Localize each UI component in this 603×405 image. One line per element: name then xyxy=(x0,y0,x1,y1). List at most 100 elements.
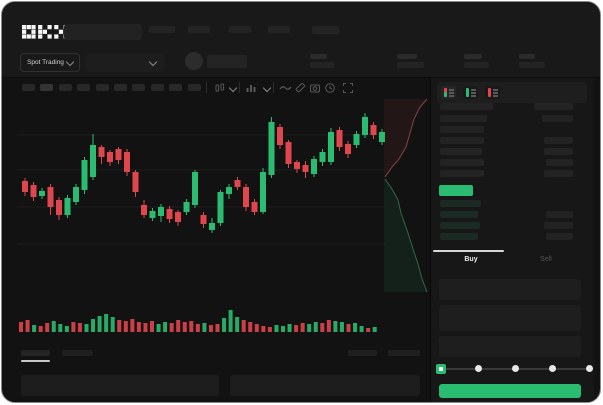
tab-sell[interactable]: Sell xyxy=(540,256,552,263)
book-view-asks-icon[interactable] xyxy=(485,86,500,99)
nav-item-1[interactable] xyxy=(149,26,175,33)
line xyxy=(449,95,454,97)
book-view-bids-icon[interactable] xyxy=(463,86,478,99)
slider-stop-0[interactable] xyxy=(436,364,446,374)
bottom-tab-1[interactable] xyxy=(21,350,50,356)
divider xyxy=(273,82,274,93)
camera-icon[interactable] xyxy=(309,82,321,94)
orders-panel-placeholder-2 xyxy=(230,375,420,396)
line xyxy=(471,92,476,94)
ask-row-amount xyxy=(546,159,573,166)
bid-row-price[interactable] xyxy=(440,233,478,240)
line xyxy=(493,95,498,97)
book-col-header-amount xyxy=(534,103,573,110)
interval-button[interactable] xyxy=(114,84,127,91)
line-chart-icon[interactable] xyxy=(279,82,292,94)
search-input[interactable] xyxy=(64,24,142,40)
fullscreen-icon[interactable] xyxy=(342,82,354,94)
ask-row-price[interactable] xyxy=(440,159,484,166)
candlestick-chart[interactable] xyxy=(17,100,385,294)
chevron-down-icon xyxy=(65,57,75,66)
buy-button[interactable] xyxy=(439,384,581,398)
divider xyxy=(206,82,207,93)
chart-toolbar xyxy=(2,78,429,100)
market-type-label: Spot Trading xyxy=(27,59,64,66)
stat-value-2 xyxy=(397,62,424,68)
last-price-highlight[interactable] xyxy=(439,185,473,196)
stat-label-3 xyxy=(464,54,482,59)
stat-label-1 xyxy=(310,54,327,59)
bottom-tab-right-1[interactable] xyxy=(348,350,377,356)
slider-stop-75[interactable] xyxy=(548,365,556,372)
bid-row-price[interactable] xyxy=(440,200,481,207)
ask-row-price[interactable] xyxy=(440,126,484,133)
ask-row-amount xyxy=(542,115,573,122)
bottom-tab-2[interactable] xyxy=(62,350,93,356)
line xyxy=(471,89,476,91)
interval-button[interactable] xyxy=(40,84,54,91)
nav-item-4[interactable] xyxy=(268,26,290,33)
red-green-bar xyxy=(444,88,447,97)
bid-row-amount xyxy=(546,233,573,240)
red-bar xyxy=(488,88,491,97)
order-book-view-modes xyxy=(437,82,587,103)
tab-buy[interactable]: Buy xyxy=(464,256,478,263)
stat-value-4 xyxy=(519,62,545,68)
okx-logo[interactable] xyxy=(22,25,66,39)
depth-sidebar[interactable] xyxy=(384,99,430,293)
volume-bars xyxy=(19,310,377,332)
slider-stop-50[interactable] xyxy=(511,365,519,372)
interval-button[interactable] xyxy=(58,84,72,91)
stat-value-3 xyxy=(464,62,489,68)
candle-style-icon[interactable] xyxy=(214,82,226,94)
ask-row-amount xyxy=(544,170,573,177)
line xyxy=(493,89,498,91)
ask-row-amount xyxy=(544,148,573,155)
clock-icon[interactable] xyxy=(324,82,336,94)
nav-item-5[interactable] xyxy=(312,26,339,34)
interval-button[interactable] xyxy=(187,84,201,91)
ask-row-price[interactable] xyxy=(440,148,482,155)
interval-button[interactable] xyxy=(150,84,164,91)
line xyxy=(471,95,476,97)
interval-button[interactable] xyxy=(22,84,35,91)
bid-row-price[interactable] xyxy=(440,222,480,229)
book-col-header-price xyxy=(440,103,493,110)
interval-button[interactable] xyxy=(132,84,146,91)
market-type-selector[interactable]: Spot Trading xyxy=(20,53,80,72)
stat-label-4 xyxy=(519,54,535,59)
bottom-tab-right-2[interactable] xyxy=(388,350,420,356)
interval-button[interactable] xyxy=(95,84,109,91)
nav-item-3[interactable] xyxy=(229,26,251,33)
interval-button[interactable] xyxy=(77,84,91,91)
ask-row-price[interactable] xyxy=(440,115,487,122)
indicators-icon[interactable] xyxy=(245,82,257,94)
chevron-down-icon[interactable] xyxy=(228,83,238,93)
line xyxy=(493,92,498,94)
pair-selector[interactable] xyxy=(86,53,165,72)
order-book-trade-panel: Buy Sell xyxy=(430,78,594,402)
total-input[interactable] xyxy=(439,336,581,357)
amount-input[interactable] xyxy=(439,305,581,331)
stat-label-2 xyxy=(397,54,417,59)
slider-stop-100[interactable] xyxy=(585,365,593,372)
bid-row-amount xyxy=(546,211,573,218)
nav-item-2[interactable] xyxy=(188,26,210,33)
volume-chart[interactable] xyxy=(17,294,385,334)
bid-row-amount xyxy=(544,222,573,229)
price-input[interactable] xyxy=(439,279,581,300)
interval-button[interactable] xyxy=(169,84,183,91)
draw-tools-icon[interactable] xyxy=(294,82,306,94)
book-view-combined-icon[interactable] xyxy=(441,86,456,99)
orders-panel-placeholder xyxy=(21,375,219,396)
ask-row-price[interactable] xyxy=(440,170,484,177)
slider-stop-25[interactable] xyxy=(474,365,482,372)
ask-row-price[interactable] xyxy=(440,137,484,144)
bid-row-price[interactable] xyxy=(440,211,478,218)
divider xyxy=(239,82,240,93)
chevron-down-icon[interactable] xyxy=(262,83,272,93)
green-bar xyxy=(466,88,469,97)
active-tab-indicator xyxy=(21,360,50,362)
